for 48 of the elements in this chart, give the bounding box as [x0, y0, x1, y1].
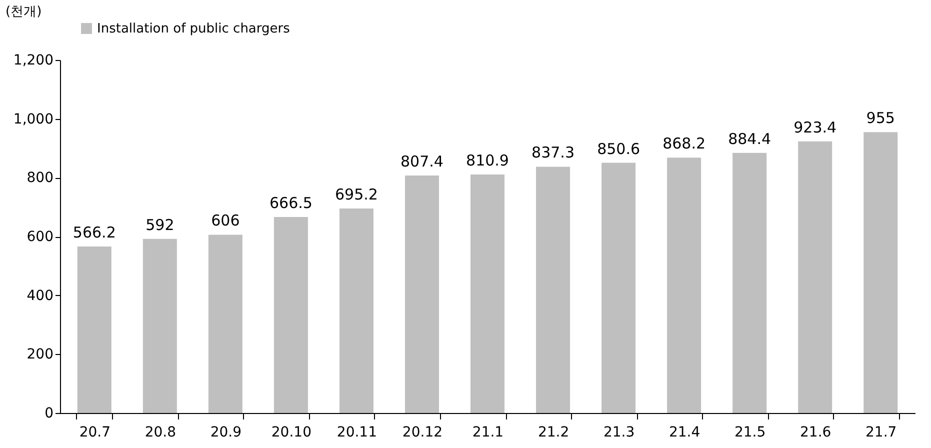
- y-tick-label: 1,200: [13, 52, 54, 68]
- x-tick-label: 20.10: [271, 424, 312, 440]
- data-label: 810.9: [466, 151, 509, 170]
- x-tick-label: 21.1: [472, 424, 504, 440]
- legend-label: Installation of public chargers: [97, 22, 290, 36]
- y-tick-label: 800: [26, 170, 54, 186]
- bar: [142, 238, 177, 413]
- bar: [864, 132, 898, 413]
- bar: [339, 208, 374, 413]
- data-label: 807.4: [400, 152, 444, 170]
- bar: [404, 175, 439, 413]
- data-label: 923.4: [794, 118, 837, 136]
- bar: [470, 174, 504, 413]
- x-tick-label: 20.11: [336, 424, 378, 440]
- x-tick-label: 21.3: [603, 424, 635, 440]
- data-label: 566.2: [72, 223, 116, 242]
- bar: [798, 141, 832, 413]
- x-tick-label: 21.7: [866, 424, 897, 440]
- bar: [536, 166, 570, 413]
- x-tick-label: 21.2: [538, 424, 570, 440]
- bar: [274, 216, 308, 413]
- data-label: 666.5: [269, 194, 312, 212]
- bar: [732, 152, 767, 413]
- y-tick-label: 600: [26, 229, 54, 245]
- y-axis-title: (천개): [6, 4, 42, 20]
- bar: [667, 158, 702, 413]
- x-tick-label: 20.8: [144, 424, 176, 440]
- data-label: 868.2: [662, 134, 706, 153]
- data-label: 955: [866, 109, 895, 128]
- x-tick-label: 21.4: [668, 424, 700, 440]
- data-label: 837.3: [532, 144, 574, 162]
- y-tick-label: 0: [44, 406, 54, 422]
- data-label: 695.2: [334, 185, 378, 204]
- x-tick-label: 20.7: [79, 424, 110, 440]
- bar: [208, 234, 242, 413]
- data-label: 592: [146, 216, 174, 234]
- x-tick-label: 21.5: [734, 424, 766, 440]
- y-tick-label: 200: [26, 346, 54, 363]
- data-label: 606: [211, 212, 240, 230]
- y-tick-label: 400: [26, 288, 54, 304]
- data-label: 884.4: [728, 130, 772, 148]
- y-tick-label: 1,000: [13, 111, 54, 128]
- bar: [77, 246, 112, 413]
- x-tick-label: 21.6: [800, 424, 832, 440]
- data-label: 850.6: [597, 140, 640, 158]
- x-tick-label: 20.9: [210, 424, 242, 440]
- bar: [602, 162, 636, 413]
- x-tick-label: 20.12: [402, 424, 443, 440]
